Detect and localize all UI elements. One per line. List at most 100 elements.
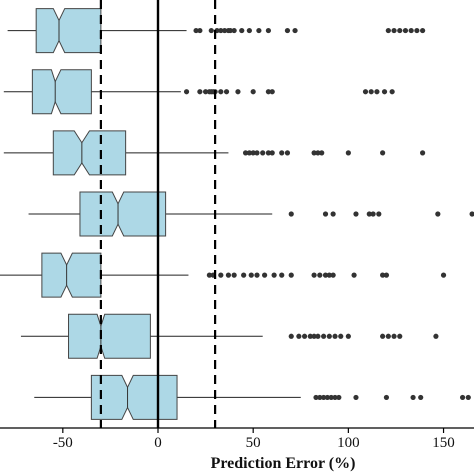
outlier-point — [239, 27, 245, 34]
outlier-point — [366, 211, 372, 217]
outlier-point — [319, 150, 325, 156]
outlier-point — [322, 272, 329, 278]
outlier-point — [353, 394, 359, 401]
outlier-point — [332, 394, 338, 401]
notched-box — [68, 313, 151, 359]
outlier-point — [324, 394, 331, 401]
outlier-point — [362, 89, 369, 95]
outlier-point — [408, 27, 414, 34]
box-group-1 — [7, 8, 426, 54]
outlier-point — [265, 27, 272, 34]
outlier-point — [321, 333, 327, 339]
notched-box — [79, 191, 167, 237]
x-tick-label: 50 — [246, 435, 261, 451]
outlier-point — [202, 89, 209, 95]
outlier-point — [368, 89, 374, 95]
outlier-point — [397, 333, 403, 339]
outlier-point — [414, 27, 420, 34]
outlier-point — [370, 211, 376, 217]
outlier-point — [353, 211, 359, 217]
outlier-point — [250, 89, 256, 95]
box-group-6 — [20, 313, 439, 359]
outlier-point — [301, 333, 308, 339]
outlier-point — [465, 394, 471, 401]
outlier-point — [311, 150, 317, 156]
outlier-point — [223, 89, 230, 95]
outlier-point — [271, 272, 277, 278]
outlier-point — [311, 272, 317, 278]
outlier-point — [376, 211, 382, 217]
outlier-point — [208, 27, 214, 34]
outlier-point — [418, 394, 424, 401]
outlier-point — [332, 333, 338, 339]
outlier-point — [254, 272, 260, 278]
x-tick-label: 150 — [432, 435, 455, 451]
outlier-point — [326, 272, 332, 278]
box-group-7 — [34, 374, 471, 420]
outlier-point — [381, 89, 388, 95]
outlier-point — [218, 272, 224, 278]
outlier-point — [218, 89, 224, 95]
outlier-point — [389, 89, 395, 95]
outlier-point — [269, 89, 275, 95]
outlier-point — [391, 27, 397, 34]
outlier-point — [296, 333, 302, 339]
x-axis: -50 0 50 100 150 — [0, 427, 474, 451]
outlier-point — [338, 333, 344, 339]
outlier-point — [315, 333, 321, 339]
outlier-point — [311, 333, 317, 339]
outlier-point — [265, 89, 272, 95]
outlier-point — [227, 27, 233, 34]
outlier-point — [326, 333, 332, 339]
outlier-point — [197, 89, 203, 95]
outlier-point — [269, 150, 275, 156]
outlier-point — [380, 272, 386, 278]
notched-box — [31, 69, 92, 115]
outlier-point — [284, 27, 291, 34]
box-group-2 — [3, 69, 395, 115]
outlier-point — [288, 211, 294, 217]
outlier-point — [254, 150, 260, 156]
outlier-point — [433, 333, 439, 339]
outlier-point — [317, 272, 323, 278]
outlier-point — [469, 211, 474, 217]
outlier-point — [380, 333, 386, 339]
outlier-point — [222, 27, 228, 34]
outlier-point — [391, 333, 397, 339]
outlier-point — [322, 211, 329, 217]
outlier-point — [385, 333, 391, 339]
box-group-3 — [3, 130, 426, 176]
outlier-point — [383, 272, 390, 278]
outlier-point — [317, 394, 323, 401]
outlier-point — [231, 272, 237, 278]
notched-box — [52, 130, 127, 176]
outlier-point — [410, 394, 416, 401]
outlier-point — [351, 272, 357, 278]
outlier-point — [435, 211, 441, 217]
outlier-point — [397, 27, 403, 34]
outlier-point — [183, 89, 190, 95]
outlier-point — [328, 394, 334, 401]
outlier-point — [315, 150, 321, 156]
outlier-point — [288, 272, 294, 278]
notched-box — [35, 8, 102, 54]
outlier-point — [345, 333, 351, 339]
notched-box — [41, 252, 102, 298]
notched-box — [90, 374, 178, 420]
outlier-point — [336, 394, 342, 401]
outlier-point — [250, 150, 256, 156]
reference-lines — [99, 0, 217, 428]
outlier-point — [313, 394, 319, 401]
outlier-point — [218, 27, 224, 34]
outlier-point — [248, 272, 254, 278]
outlier-point — [225, 272, 232, 278]
outlier-point — [241, 272, 247, 278]
box-group-5 — [0, 252, 447, 298]
outlier-point — [459, 394, 466, 401]
x-tick-label: 0 — [154, 435, 162, 451]
outlier-point — [206, 272, 212, 278]
outlier-point — [402, 27, 409, 34]
outlier-point — [345, 150, 351, 156]
outlier-point — [330, 272, 336, 278]
